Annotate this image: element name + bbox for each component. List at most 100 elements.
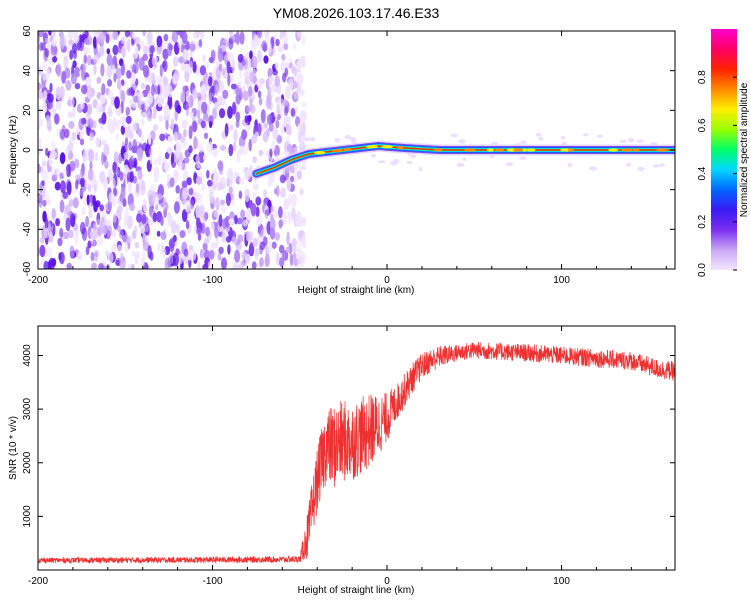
noise-blob <box>177 161 183 170</box>
noise-blob <box>301 34 307 46</box>
noise-blob <box>101 83 106 96</box>
noise-blob <box>169 177 175 188</box>
noise-blob <box>652 164 660 168</box>
noise-blob <box>282 98 288 107</box>
noise-blob <box>260 109 266 124</box>
noise-blob <box>51 208 56 220</box>
noise-blob <box>344 134 352 140</box>
noise-blob <box>519 156 527 161</box>
noise-blob <box>54 113 60 125</box>
noise-blob <box>65 163 71 178</box>
noise-blob <box>92 36 97 49</box>
noise-blob <box>258 149 264 157</box>
noise-blob <box>68 199 74 207</box>
noise-blob <box>269 85 274 94</box>
noise-blob <box>303 137 311 142</box>
noise-blob <box>156 230 161 237</box>
noise-blob <box>154 194 159 205</box>
noise-blob <box>45 147 49 156</box>
noise-blob <box>157 155 162 166</box>
noise-blob <box>252 237 258 248</box>
noise-blob <box>233 128 238 143</box>
noise-blob <box>271 140 276 152</box>
noise-blob <box>106 48 111 55</box>
noise-blob <box>278 219 283 229</box>
noise-blob <box>119 256 126 269</box>
noise-blob <box>94 151 99 162</box>
noise-blob <box>106 223 112 238</box>
noise-blob <box>123 164 129 173</box>
noise-blob <box>196 161 201 169</box>
noise-blob <box>38 224 44 232</box>
noise-blob <box>129 203 135 212</box>
noise-blob <box>167 213 173 227</box>
noise-blob <box>185 102 189 117</box>
noise-blob <box>160 215 164 227</box>
noise-blob <box>65 217 71 232</box>
noise-blob <box>152 124 159 131</box>
signal-peak <box>495 148 504 152</box>
noise-blob <box>230 83 237 90</box>
colorbar-tick-label: 0.2 <box>697 214 708 228</box>
noise-blob <box>182 186 189 200</box>
noise-blob <box>214 226 219 239</box>
noise-blob <box>285 124 292 136</box>
noise-blob <box>74 232 79 245</box>
noise-blob <box>252 76 257 85</box>
noise-blob <box>137 169 143 180</box>
noise-blob <box>243 77 249 86</box>
noise-blob <box>79 221 86 235</box>
noise-blob <box>213 171 220 186</box>
noise-blob <box>159 133 166 142</box>
noise-blob <box>262 43 268 52</box>
noise-blob <box>284 67 288 77</box>
noise-blob <box>65 204 72 217</box>
noise-blob <box>228 186 233 195</box>
noise-blob <box>232 263 239 269</box>
noise-blob <box>197 143 204 153</box>
noise-blob <box>179 31 184 39</box>
noise-blob <box>75 179 79 190</box>
noise-blob <box>228 38 234 50</box>
noise-blob <box>86 55 92 66</box>
noise-blob <box>175 185 180 194</box>
noise-blob <box>171 152 175 164</box>
noise-blob <box>177 132 182 141</box>
signal-peak <box>381 145 393 149</box>
noise-blob <box>505 162 514 167</box>
noise-blob <box>183 248 189 257</box>
noise-blob <box>174 109 179 122</box>
noise-blob <box>120 186 126 200</box>
noise-blob <box>184 68 190 83</box>
noise-blob <box>137 147 143 162</box>
noise-blob <box>231 236 237 245</box>
noise-blob <box>51 31 56 38</box>
colorbar-ticks: 0.0 0.2 0.4 0.6 0.8 <box>697 70 737 277</box>
noise-blob <box>658 163 665 167</box>
noise-blob <box>277 45 284 53</box>
noise-blob <box>71 131 77 141</box>
noise-blob <box>252 55 258 69</box>
noise-blob <box>107 168 114 179</box>
noise-blob <box>177 38 182 49</box>
noise-blob <box>44 191 50 203</box>
noise-blob <box>293 252 297 260</box>
noise-blob <box>148 148 153 155</box>
noise-blob <box>86 90 93 99</box>
noise-blob <box>129 155 135 167</box>
noise-blob <box>283 43 289 51</box>
noise-blob <box>151 57 156 66</box>
noise-blob <box>249 50 253 60</box>
noise-blob <box>158 75 163 87</box>
noise-blob <box>141 82 145 90</box>
noise-blob <box>192 31 198 39</box>
noise-blob <box>59 199 65 213</box>
noise-blob <box>218 214 223 228</box>
noise-blob <box>237 262 244 269</box>
x-tick-label: -100 <box>203 576 223 587</box>
noise-blob <box>188 125 193 140</box>
noise-blob <box>289 163 295 174</box>
noise-blob <box>166 173 171 183</box>
noise-blob <box>136 213 143 223</box>
noise-blob <box>253 183 259 191</box>
